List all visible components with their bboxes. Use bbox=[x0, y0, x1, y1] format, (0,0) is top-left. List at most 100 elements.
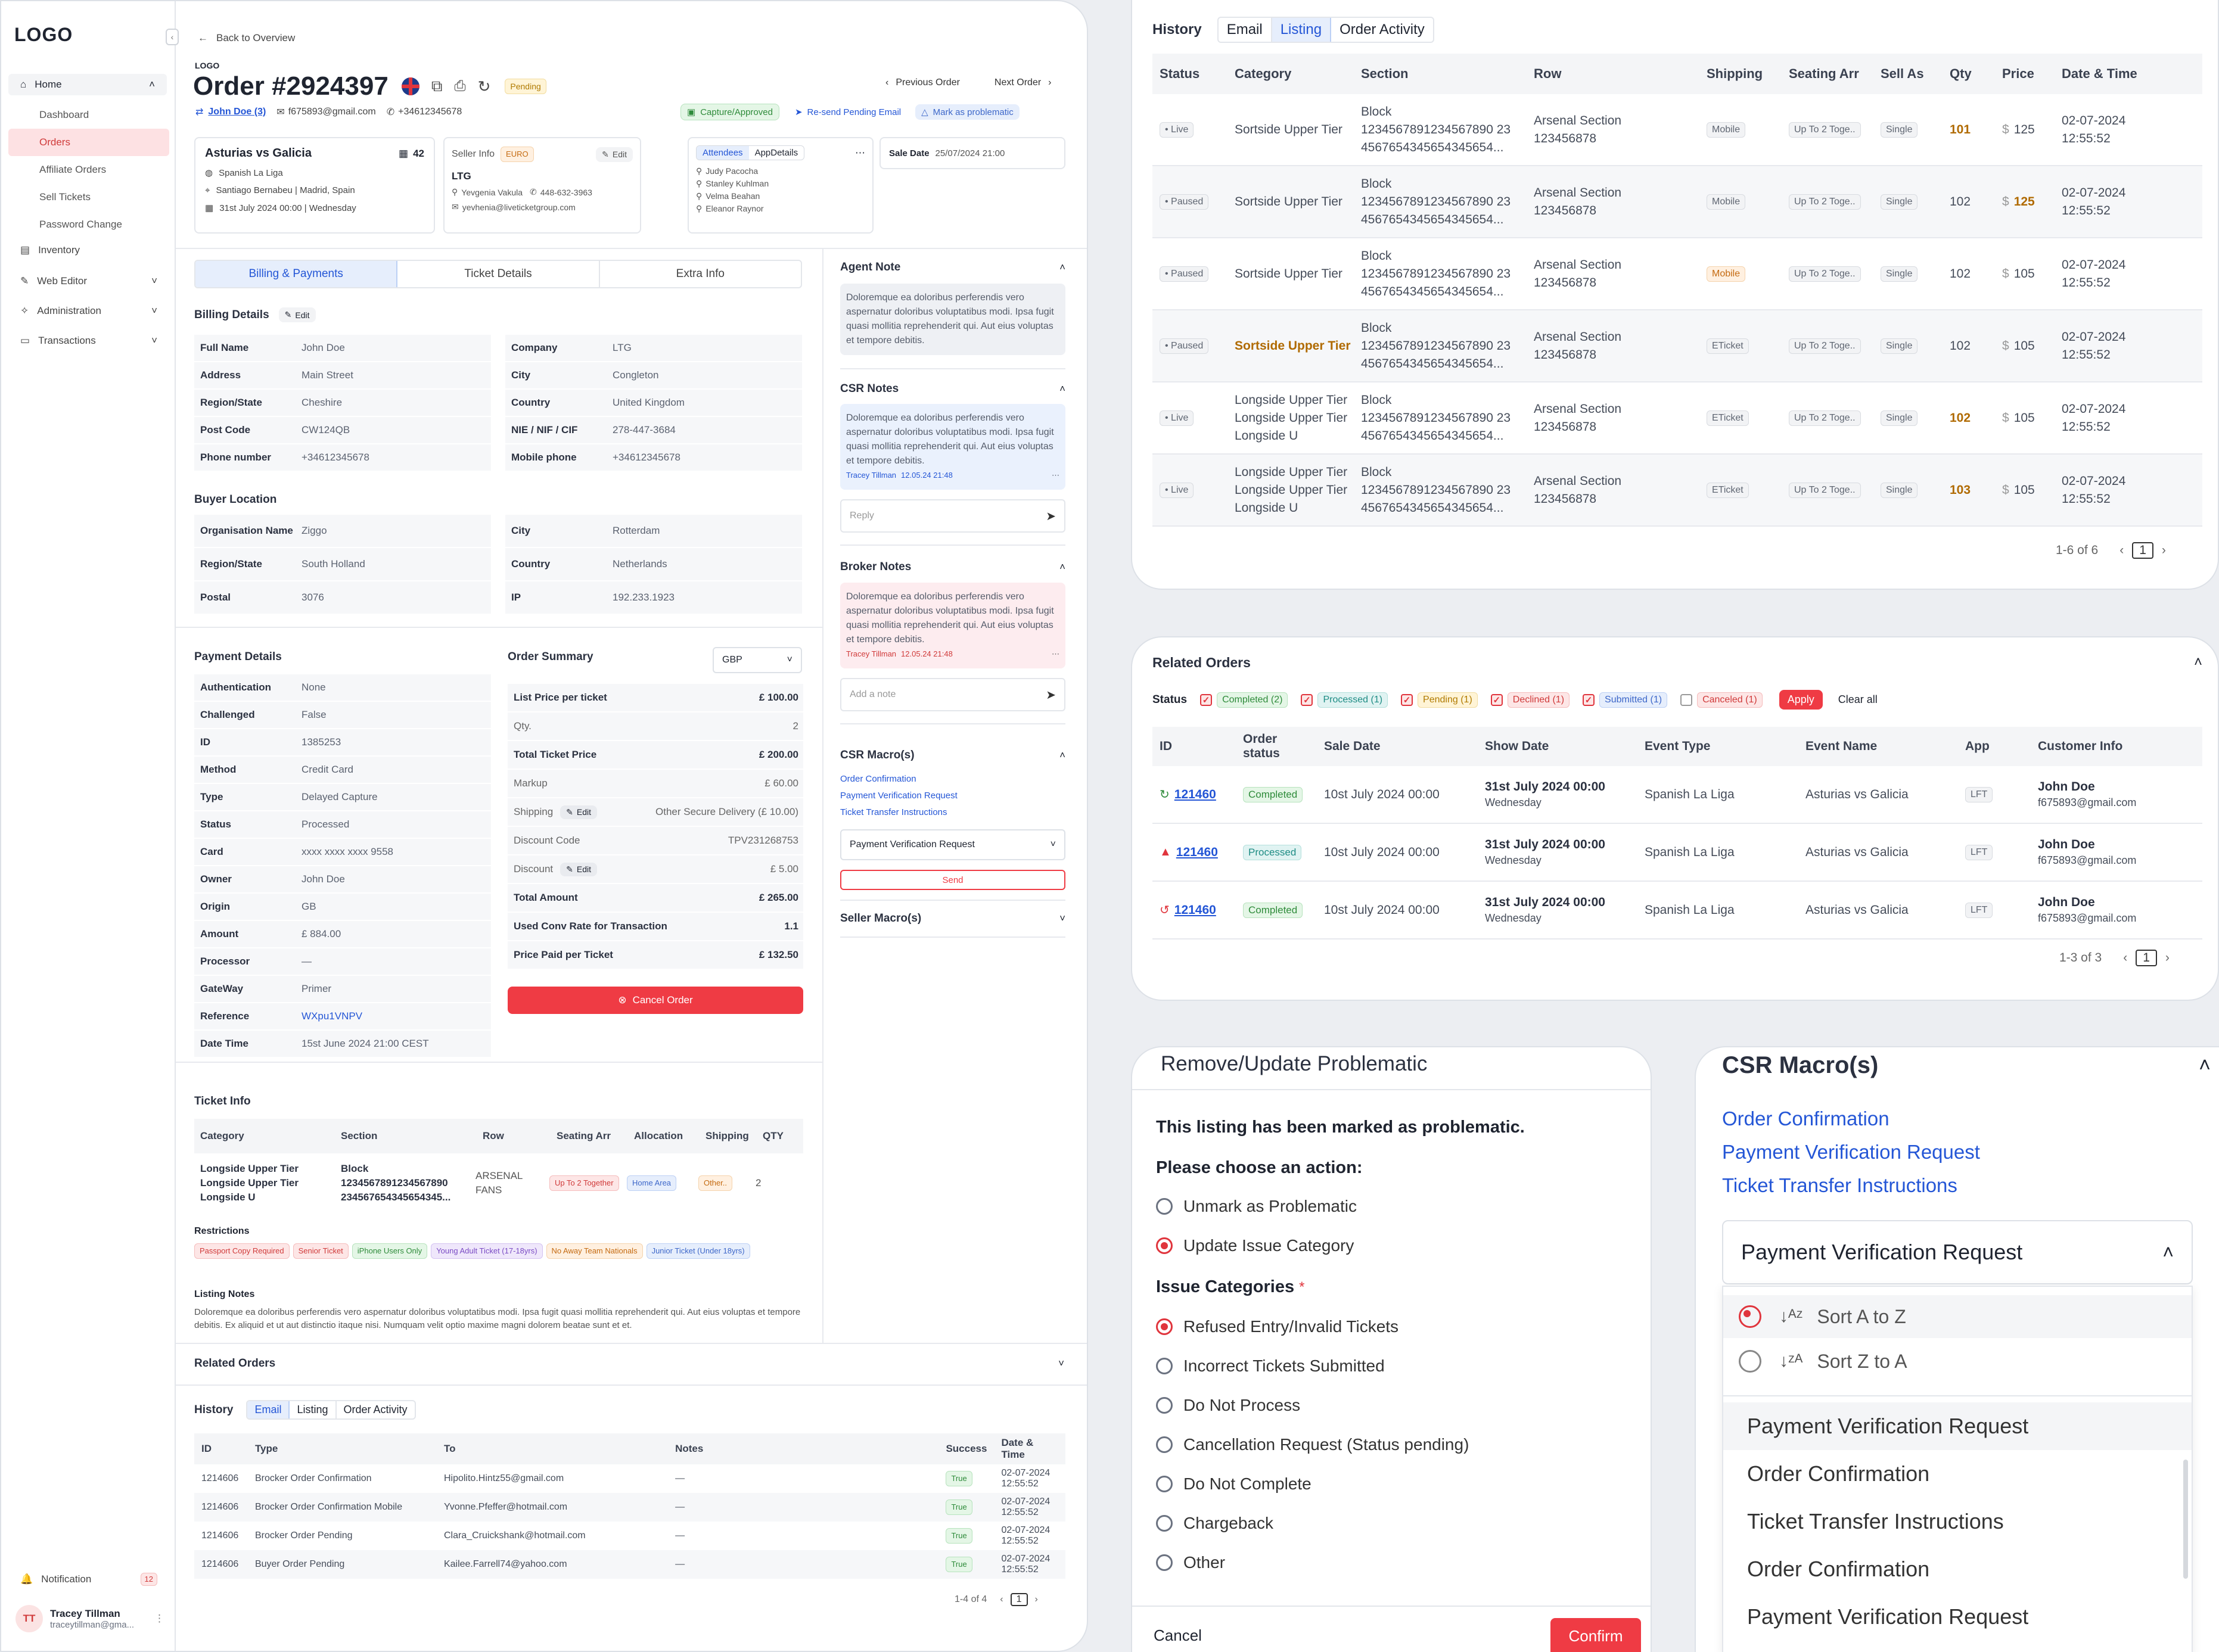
cancel-order-button[interactable]: ⊗ Cancel Order bbox=[508, 987, 803, 1014]
filter-chip[interactable]: ✓ Completed (2) bbox=[1200, 692, 1288, 708]
filter-checkbox[interactable]: ✓ bbox=[1200, 693, 1213, 706]
currency-select[interactable]: GBP ˅ bbox=[713, 647, 802, 673]
kv-value[interactable]: WXpu1VNPV bbox=[302, 1010, 363, 1022]
chevron-left-icon[interactable]: ‹ bbox=[2119, 543, 2124, 557]
radio-unselected[interactable] bbox=[1156, 1198, 1173, 1215]
macro-link[interactable]: Payment Verification Request bbox=[840, 791, 958, 801]
chevron-right-icon[interactable]: › bbox=[2161, 543, 2166, 557]
radio-unselected[interactable] bbox=[1156, 1358, 1173, 1374]
radio-option[interactable]: Unmark as Problematic bbox=[1156, 1187, 1357, 1226]
refresh-icon[interactable]: ↻ bbox=[477, 77, 491, 95]
chevron-up-icon[interactable]: ˄ bbox=[1059, 749, 1065, 761]
radio-option[interactable]: Cancellation Request (Status pending) bbox=[1156, 1425, 1469, 1464]
tab-order-activity[interactable]: Order Activity bbox=[1340, 21, 1425, 38]
filter-chip[interactable]: ✓ Processed (1) bbox=[1301, 692, 1388, 708]
tab-email[interactable]: Email bbox=[1219, 18, 1272, 42]
mark-problematic-button[interactable]: △ Mark as problematic bbox=[915, 104, 1020, 120]
nav-inventory[interactable]: ▤ Inventory bbox=[20, 244, 80, 256]
copy-icon[interactable]: ⧉ bbox=[431, 77, 443, 95]
customer-link[interactable]: John Doe (3) bbox=[208, 107, 266, 117]
sidebar-item-orders[interactable]: Orders bbox=[8, 129, 169, 156]
nav-home[interactable]: ⌂ Home ˄ bbox=[8, 74, 167, 95]
seller-macro-collapsed[interactable]: Seller Macro(s) ˅ bbox=[840, 901, 1065, 937]
macro-option[interactable]: Payment Verification Request bbox=[1747, 1604, 2029, 1629]
tab-extra-info[interactable]: Extra Info bbox=[676, 267, 725, 280]
radio-option[interactable]: Incorrect Tickets Submitted bbox=[1156, 1346, 1469, 1386]
filter-checkbox[interactable]: ✓ bbox=[1490, 693, 1503, 706]
tab-billing[interactable]: Billing & Payments bbox=[195, 261, 398, 287]
back-to-overview[interactable]: ← Back to Overview bbox=[198, 32, 295, 44]
table-row[interactable]: • Paused Sortside Upper Tier Block 12345678… bbox=[1152, 310, 2202, 382]
sidebar-item-affiliate-orders[interactable]: Affiliate Orders bbox=[39, 164, 107, 175]
radio-unselected[interactable] bbox=[1156, 1436, 1173, 1453]
macro-zoom-link[interactable]: Order Confirmation bbox=[1722, 1107, 1889, 1130]
radio-unselected[interactable] bbox=[1156, 1397, 1173, 1414]
modal-confirm-button[interactable]: Confirm bbox=[1550, 1618, 1641, 1652]
radio-option[interactable]: Do Not Process bbox=[1156, 1386, 1469, 1425]
more-vertical-icon[interactable]: ⋮ bbox=[154, 1613, 164, 1624]
apply-button[interactable]: Apply bbox=[1779, 690, 1823, 710]
page-number[interactable]: 1 bbox=[2132, 542, 2153, 559]
tab-app-details[interactable]: AppDetails bbox=[754, 148, 798, 158]
table-row[interactable]: • Paused Sortside Upper Tier Block 12345678… bbox=[1152, 166, 2202, 238]
summary-edit-button[interactable]: ✎ Edit bbox=[560, 805, 598, 819]
chevron-up-icon[interactable]: ˄ bbox=[2193, 654, 2202, 670]
sidebar-item-password-change[interactable]: Password Change bbox=[39, 219, 122, 230]
notification[interactable]: 🔔 Notification 12 bbox=[20, 1573, 157, 1586]
radio-option[interactable]: Update Issue Category bbox=[1156, 1226, 1357, 1265]
sort-za-option[interactable]: ↓ᶻᴬ Sort Z to A bbox=[1723, 1338, 2192, 1385]
table-row[interactable]: • Live Longside Upper Tier Longside Upper … bbox=[1152, 455, 2202, 527]
table-row[interactable]: • Live Longside Upper Tier Longside Upper … bbox=[1152, 382, 2202, 455]
tab-listing[interactable]: Listing bbox=[1272, 18, 1332, 42]
chevron-left-icon[interactable]: ‹ bbox=[885, 77, 889, 88]
table-row[interactable]: ▲ 121460 Processed 10st July 2024 00:00 31st… bbox=[1152, 824, 2202, 882]
macro-option[interactable]: Order Confirmation bbox=[1747, 1461, 1930, 1486]
more-horizontal-icon[interactable]: ⋯ bbox=[855, 147, 865, 158]
radio-option[interactable]: Do Not Complete bbox=[1156, 1464, 1469, 1504]
page-number[interactable]: 1 bbox=[2136, 950, 2157, 966]
macro-link[interactable]: Order Confirmation bbox=[840, 774, 916, 784]
more-horizontal-icon[interactable]: ⋯ bbox=[1052, 471, 1059, 480]
radio-unselected[interactable] bbox=[1156, 1515, 1173, 1532]
radio-option[interactable]: Refused Entry/Invalid Tickets bbox=[1156, 1307, 1469, 1346]
macro-select[interactable]: Payment Verification Request ˅ bbox=[840, 829, 1065, 860]
macro-zoom-link[interactable]: Payment Verification Request bbox=[1722, 1141, 1980, 1163]
filter-checkbox[interactable]: ✓ bbox=[1401, 693, 1413, 706]
radio-option[interactable]: Other bbox=[1156, 1543, 1469, 1582]
chevron-left-icon[interactable]: ‹ bbox=[1000, 1594, 1003, 1604]
radio-selected[interactable] bbox=[1156, 1237, 1173, 1254]
nav-transactions[interactable]: ▭ Transactions ˅ bbox=[20, 335, 157, 347]
tab-ticket-details[interactable]: Ticket Details bbox=[397, 261, 600, 287]
print-icon[interactable]: ⎙ bbox=[454, 78, 466, 94]
sidebar-item-dashboard[interactable]: Dashboard bbox=[39, 109, 89, 120]
related-orders-collapsed[interactable]: Related Orders ˅ bbox=[194, 1357, 1064, 1370]
add-note-input[interactable]: Add a note ➤ bbox=[840, 678, 1065, 711]
filter-chip[interactable]: ✓ Declined (1) bbox=[1490, 692, 1570, 708]
billing-edit-button[interactable]: ✎ Edit bbox=[278, 307, 316, 322]
filter-chip[interactable]: ✓ Submitted (1) bbox=[1583, 692, 1668, 708]
table-row[interactable]: • Live Sortside Upper Tier Block 1234567891… bbox=[1152, 94, 2202, 166]
send-icon[interactable]: ➤ bbox=[1046, 509, 1056, 523]
sort-az-option[interactable]: ↓ᴬᶻ Sort A to Z bbox=[1723, 1295, 2192, 1338]
macro-option[interactable]: Ticket Transfer Instructions bbox=[1747, 1509, 2004, 1533]
macro-zoom-select[interactable]: Payment Verification Request ˄ bbox=[1722, 1220, 2193, 1284]
tab-attendees[interactable]: Attendees bbox=[697, 146, 749, 160]
previous-order-link[interactable]: Previous Order bbox=[896, 77, 960, 88]
macro-link[interactable]: Ticket Transfer Instructions bbox=[840, 807, 947, 817]
chevron-up-icon[interactable]: ˄ bbox=[1059, 262, 1065, 273]
filter-checkbox[interactable] bbox=[1680, 693, 1693, 706]
radio-unselected[interactable] bbox=[1156, 1554, 1173, 1571]
capture-approved-button[interactable]: ▣ Capture/Approved bbox=[680, 104, 779, 120]
reply-input[interactable]: Reply ➤ bbox=[840, 499, 1065, 533]
chevron-right-icon[interactable]: › bbox=[1048, 77, 1052, 88]
radio-selected[interactable] bbox=[1156, 1318, 1173, 1335]
send-macro-button[interactable]: Send bbox=[840, 870, 1065, 890]
clear-all-button[interactable]: Clear all bbox=[1838, 693, 1878, 705]
macro-option[interactable]: Order Confirmation bbox=[1747, 1557, 1930, 1581]
tab-listing[interactable]: Listing bbox=[290, 1401, 337, 1418]
sidebar-item-sell-tickets[interactable]: Sell Tickets bbox=[39, 191, 91, 203]
page-number[interactable]: 1 bbox=[1010, 1593, 1028, 1606]
filter-checkbox[interactable]: ✓ bbox=[1301, 693, 1313, 706]
filter-checkbox[interactable]: ✓ bbox=[1583, 693, 1595, 706]
chevron-up-icon[interactable]: ˄ bbox=[1059, 561, 1065, 573]
